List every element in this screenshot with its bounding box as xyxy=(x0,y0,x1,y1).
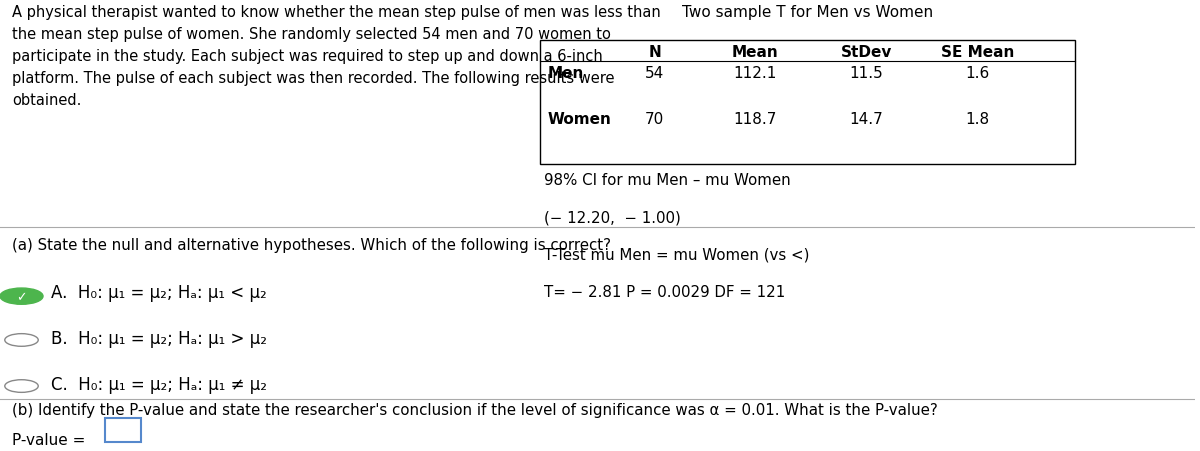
Text: 1.8: 1.8 xyxy=(966,112,990,127)
Text: (a) State the null and alternative hypotheses. Which of the following is correct: (a) State the null and alternative hypot… xyxy=(12,238,611,253)
Text: (− 12.20,  − 1.00): (− 12.20, − 1.00) xyxy=(544,210,680,225)
Text: C.  H₀: μ₁ = μ₂; Hₐ: μ₁ ≠ μ₂: C. H₀: μ₁ = μ₂; Hₐ: μ₁ ≠ μ₂ xyxy=(52,375,268,393)
Text: SE Mean: SE Mean xyxy=(941,45,1014,60)
Text: 11.5: 11.5 xyxy=(850,66,883,81)
Circle shape xyxy=(0,288,43,304)
Text: ✓: ✓ xyxy=(17,290,26,303)
Bar xyxy=(106,418,142,442)
Text: 118.7: 118.7 xyxy=(733,112,776,127)
Text: T= − 2.81 P = 0.0029 DF = 121: T= − 2.81 P = 0.0029 DF = 121 xyxy=(544,285,785,300)
Bar xyxy=(540,41,1075,165)
Text: P-value =: P-value = xyxy=(12,432,85,446)
Text: Mean: Mean xyxy=(732,45,779,60)
Text: Two sample T for Men vs Women: Two sample T for Men vs Women xyxy=(683,5,934,19)
Text: B.  H₀: μ₁ = μ₂; Hₐ: μ₁ > μ₂: B. H₀: μ₁ = μ₂; Hₐ: μ₁ > μ₂ xyxy=(52,329,268,347)
Text: Men: Men xyxy=(547,66,583,81)
Text: Women: Women xyxy=(547,112,611,127)
Text: 112.1: 112.1 xyxy=(733,66,776,81)
Text: 1.6: 1.6 xyxy=(965,66,990,81)
Text: 14.7: 14.7 xyxy=(850,112,883,127)
Text: 54: 54 xyxy=(646,66,665,81)
Circle shape xyxy=(5,380,38,392)
Text: A physical therapist wanted to know whether the mean step pulse of men was less : A physical therapist wanted to know whet… xyxy=(12,5,661,108)
Text: StDev: StDev xyxy=(841,45,892,60)
Text: A.  H₀: μ₁ = μ₂; Hₐ: μ₁ < μ₂: A. H₀: μ₁ = μ₂; Hₐ: μ₁ < μ₂ xyxy=(52,283,268,301)
Text: (b) Identify the P-value and state the researcher's conclusion if the level of s: (b) Identify the P-value and state the r… xyxy=(12,402,937,417)
Text: 70: 70 xyxy=(646,112,665,127)
Text: T-Test mu Men = mu Women (vs <): T-Test mu Men = mu Women (vs <) xyxy=(544,247,809,262)
Text: 98% CI for mu Men – mu Women: 98% CI for mu Men – mu Women xyxy=(544,172,791,187)
Circle shape xyxy=(5,334,38,346)
Text: N: N xyxy=(648,45,661,60)
